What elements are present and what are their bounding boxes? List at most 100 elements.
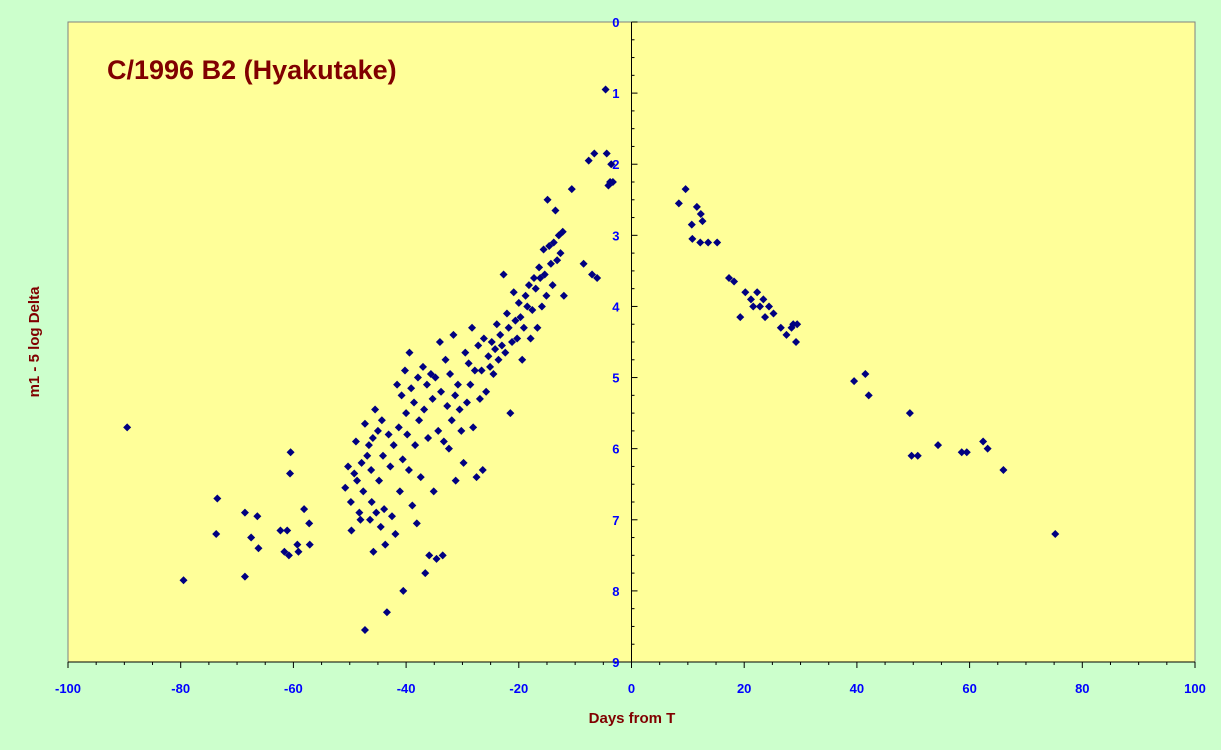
data-point <box>446 370 455 378</box>
y-axis-title: m1 - 5 log Delta <box>26 286 43 398</box>
data-point <box>403 430 412 439</box>
x-tick-label: 60 <box>962 681 976 696</box>
y-tick-label: 9 <box>612 655 619 670</box>
data-point <box>346 498 355 506</box>
data-point <box>428 394 437 403</box>
data-point <box>240 572 249 581</box>
data-point <box>347 526 356 535</box>
data-point <box>999 466 1008 474</box>
data-point <box>434 426 443 435</box>
data-point <box>247 533 256 542</box>
data-point <box>528 306 537 314</box>
data-point <box>567 185 576 194</box>
data-point <box>368 434 377 442</box>
y-tick-label: 6 <box>612 442 619 457</box>
data-point <box>381 540 390 549</box>
data-point <box>444 444 453 453</box>
data-point <box>405 348 414 357</box>
data-point <box>416 473 425 482</box>
data-point <box>391 530 400 538</box>
y-tick-label: 1 <box>612 86 619 101</box>
data-point <box>474 341 483 350</box>
data-point <box>979 437 988 446</box>
data-point <box>688 234 697 243</box>
data-point <box>441 355 450 364</box>
data-point <box>558 227 567 236</box>
data-point <box>713 238 722 247</box>
data-point <box>497 341 506 350</box>
data-point <box>286 469 295 478</box>
x-tick-label: -60 <box>284 681 303 696</box>
tick-labels: -100 -80 -60 -40 -20 0 20 40 60 80 100 0 1 2 3 4 5 6 7 8 9 <box>55 15 1206 696</box>
data-point <box>477 366 486 375</box>
x-tick-label: 40 <box>850 681 864 696</box>
data-point <box>468 323 477 332</box>
data-point <box>602 149 611 158</box>
data-point <box>305 540 314 549</box>
data-point <box>373 426 382 435</box>
data-point <box>479 334 488 343</box>
y-tick-label: 7 <box>612 513 619 528</box>
data-point <box>559 291 568 300</box>
x-tick-label: 80 <box>1075 681 1089 696</box>
data-point <box>425 551 434 560</box>
data-point <box>395 487 404 496</box>
data-point <box>431 373 440 382</box>
data-point <box>513 334 522 343</box>
data-point <box>486 362 495 371</box>
data-point <box>353 476 362 485</box>
data-point <box>355 508 364 517</box>
data-point <box>962 448 971 457</box>
y-tick-label: 5 <box>612 371 619 386</box>
data-point <box>419 362 428 371</box>
data-point <box>371 405 380 414</box>
data-point <box>363 451 372 460</box>
data-point <box>213 494 222 503</box>
data-point <box>502 309 511 318</box>
data-point <box>579 259 588 268</box>
data-point <box>484 352 493 361</box>
data-point <box>364 441 373 450</box>
data-point <box>516 313 525 322</box>
data-point <box>429 487 438 496</box>
data-point <box>300 505 309 514</box>
x-axis-title: Days from T <box>589 710 676 727</box>
data-point <box>524 281 533 290</box>
data-point <box>492 320 501 329</box>
data-point <box>905 409 914 418</box>
y-tick-label: 3 <box>612 228 619 243</box>
data-point <box>449 330 458 339</box>
data-point <box>482 387 491 396</box>
data-point <box>394 423 403 432</box>
data-point <box>453 380 462 389</box>
data-point <box>351 437 360 446</box>
data-point <box>543 195 552 204</box>
data-point <box>601 85 610 94</box>
data-point <box>593 274 602 282</box>
data-point <box>421 569 430 578</box>
data-point <box>386 462 395 471</box>
y-tick-label: 8 <box>612 584 619 599</box>
data-point <box>521 291 530 300</box>
data-point <box>438 551 447 560</box>
data-point <box>499 270 508 279</box>
x-tick-label: -40 <box>397 681 416 696</box>
data-point <box>283 526 292 535</box>
data-point <box>730 277 739 286</box>
data-point <box>415 416 424 425</box>
data-point <box>861 370 870 378</box>
data-point <box>472 473 481 482</box>
data-point <box>435 338 444 346</box>
data-point <box>724 274 733 282</box>
data-point <box>741 288 750 297</box>
data-point <box>514 298 523 307</box>
data-point <box>360 626 369 634</box>
data-point <box>443 402 452 410</box>
data-point <box>590 149 599 158</box>
data-point <box>674 199 683 208</box>
data-point <box>380 505 389 514</box>
data-point <box>305 519 314 528</box>
data-point <box>350 469 359 478</box>
data-point <box>540 270 549 279</box>
data-point <box>704 238 713 247</box>
